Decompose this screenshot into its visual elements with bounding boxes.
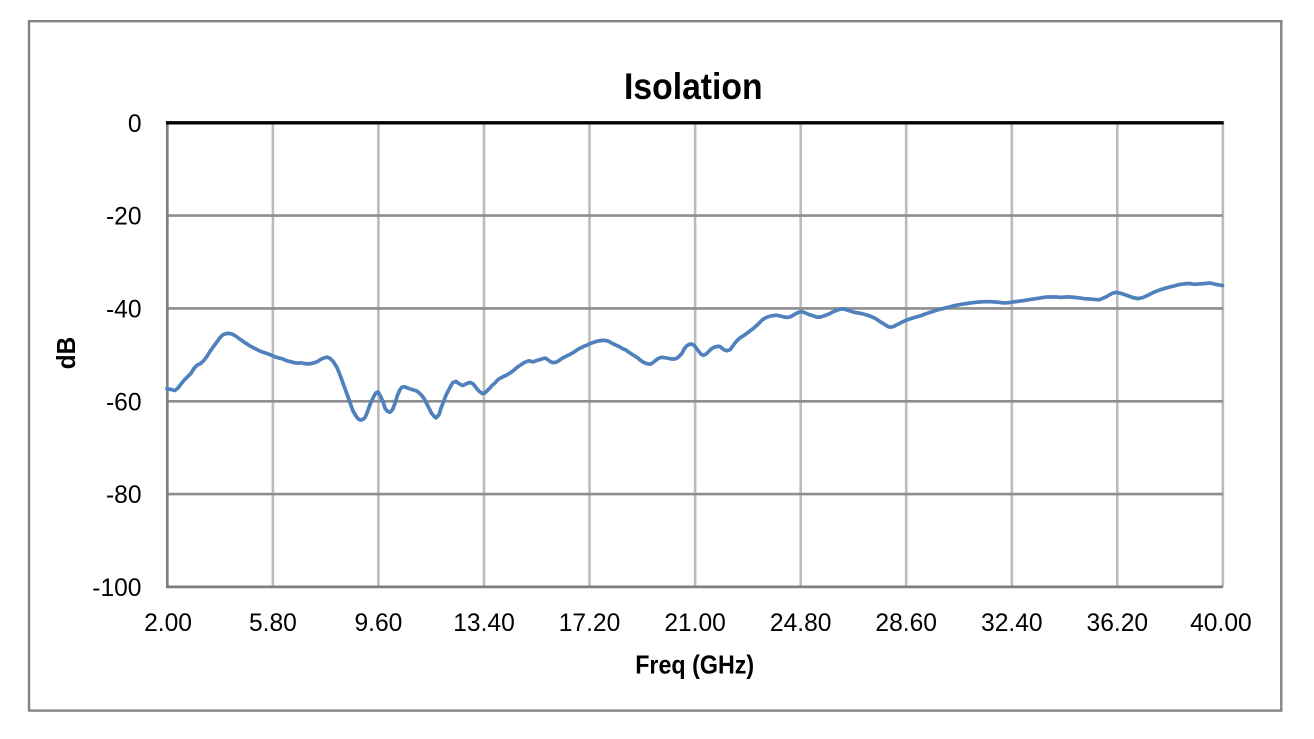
svg-text:9.60: 9.60 — [354, 610, 402, 637]
svg-text:Isolation: Isolation — [624, 65, 763, 107]
svg-text:5.80: 5.80 — [249, 610, 297, 637]
svg-text:36.20: 36.20 — [1087, 610, 1149, 637]
svg-text:21.00: 21.00 — [664, 610, 726, 637]
svg-text:Freq (GHz): Freq (GHz) — [635, 651, 754, 679]
svg-text:32.40: 32.40 — [981, 610, 1043, 637]
svg-text:-100: -100 — [92, 575, 141, 602]
svg-text:-20: -20 — [106, 204, 142, 231]
svg-text:-60: -60 — [106, 389, 142, 416]
svg-text:dB: dB — [53, 337, 81, 370]
svg-text:0: 0 — [128, 111, 142, 138]
svg-text:17.20: 17.20 — [559, 610, 621, 637]
svg-text:40.00: 40.00 — [1190, 610, 1252, 637]
svg-text:28.60: 28.60 — [875, 610, 937, 637]
svg-text:13.40: 13.40 — [453, 610, 515, 637]
svg-text:2.00: 2.00 — [144, 610, 192, 637]
svg-text:-80: -80 — [106, 482, 142, 509]
svg-text:-40: -40 — [106, 296, 142, 323]
svg-text:24.80: 24.80 — [770, 610, 832, 637]
